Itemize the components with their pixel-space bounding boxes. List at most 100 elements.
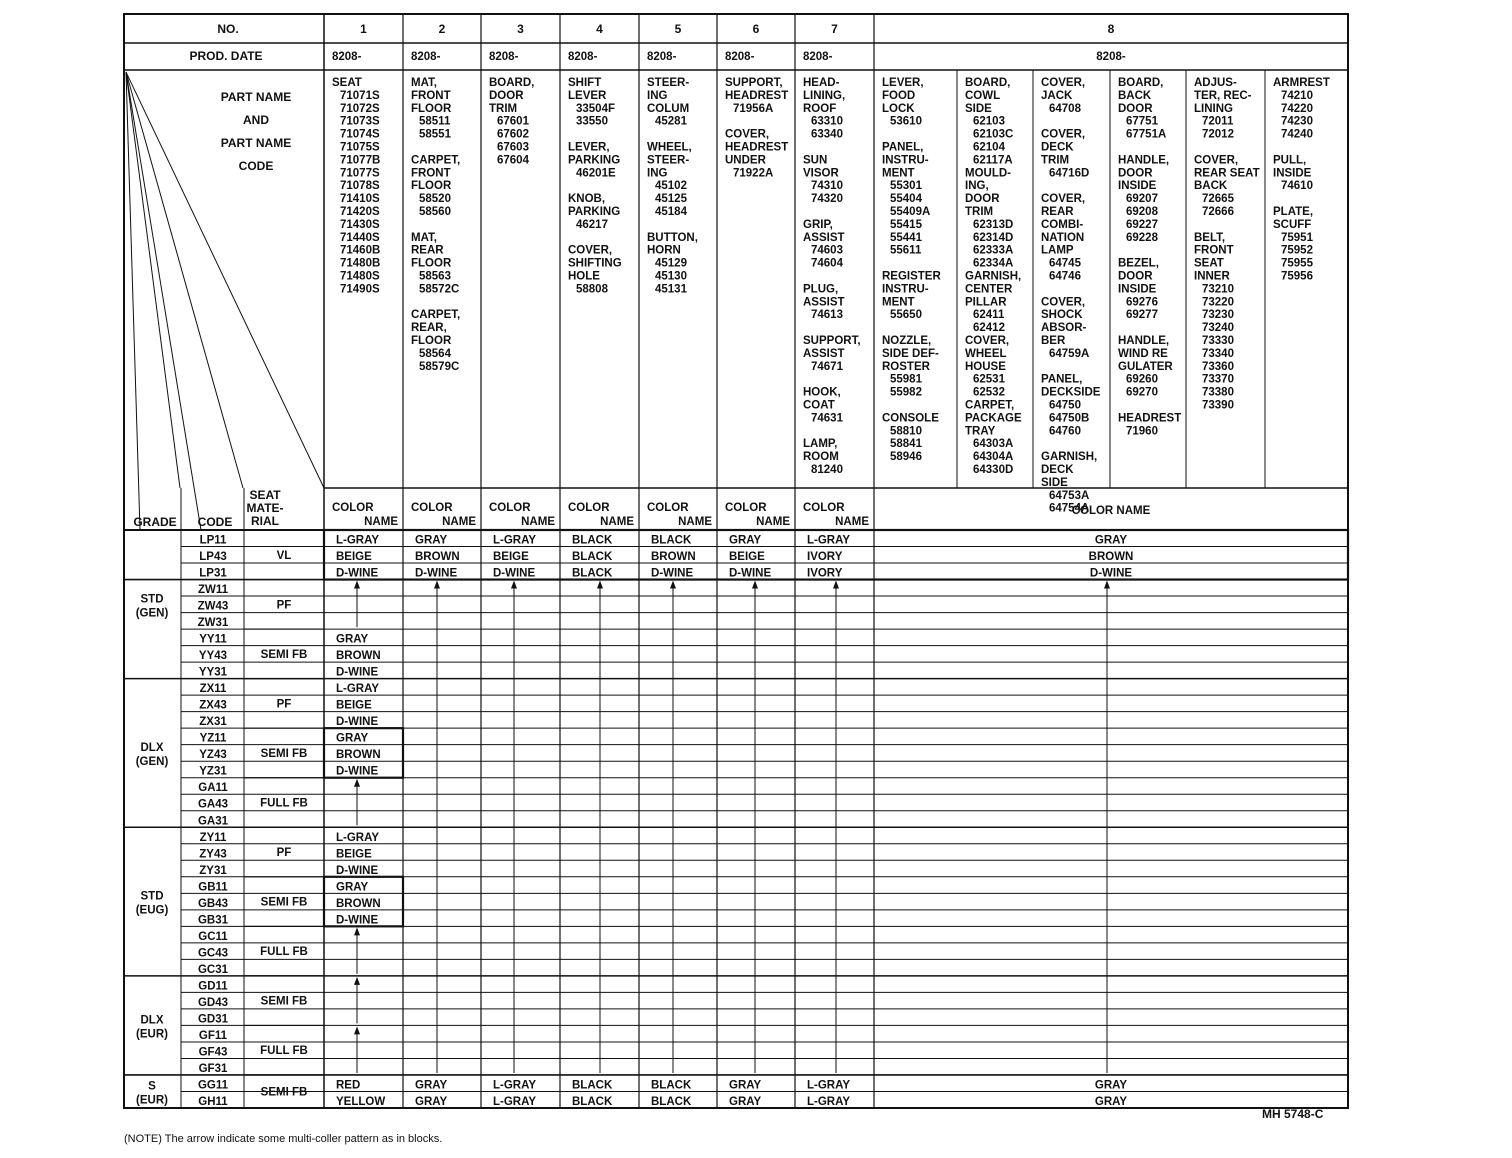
part-name: LAMP — [1041, 245, 1074, 257]
grade-market: (EUG) — [136, 905, 169, 917]
part-name: STEER- — [647, 77, 689, 89]
part-name: PARKING — [568, 206, 620, 218]
part-code: 58511 — [419, 116, 451, 128]
part-name: KNOB, — [568, 193, 605, 205]
grade-name: S — [148, 1080, 156, 1092]
part-name: DECKSIDE — [1041, 387, 1101, 399]
part-name-label: CODE — [239, 159, 274, 173]
trim-code: ZX43 — [199, 700, 227, 712]
part-code: 58564 — [419, 348, 452, 360]
color-cell: BROWN — [336, 650, 381, 662]
arrow-head — [597, 580, 603, 589]
part-code: 72012 — [1202, 129, 1234, 141]
part-name: REAR — [411, 245, 444, 257]
part-name: FLOOR — [411, 180, 452, 192]
part-name: FOOD — [882, 90, 915, 102]
column-number: 8 — [1108, 22, 1115, 36]
part-code: 74240 — [1281, 129, 1313, 141]
part-name: MENT — [882, 167, 915, 179]
part-code: 71960 — [1126, 425, 1158, 437]
grade-market: (EUR) — [136, 1094, 168, 1106]
part-name: FRONT — [411, 90, 451, 102]
part-name: WHEEL, — [647, 142, 692, 154]
grade-market: (EUR) — [136, 1028, 168, 1040]
part-code: 64750 — [1049, 400, 1081, 412]
part-name: PLATE, — [1273, 206, 1313, 218]
arrow-head — [833, 580, 839, 589]
arrow-head — [752, 580, 758, 589]
color-cell: BLACK — [651, 1079, 692, 1091]
part-name: PILLAR — [965, 296, 1007, 308]
color-cell: BROWN — [336, 898, 381, 910]
color-cell: RED — [336, 1079, 360, 1091]
header-diagonal — [125, 71, 141, 531]
part-code: 74631 — [811, 412, 844, 424]
part-code: 69207 — [1126, 193, 1158, 205]
part-name: CARPET, — [965, 400, 1014, 412]
grade-market: (GEN) — [136, 756, 169, 768]
seat-material: SEMI FB — [261, 996, 308, 1008]
part-name: DECK — [1041, 142, 1074, 154]
prod-date-label: PROD. DATE — [189, 49, 262, 63]
part-name-label: PART NAME — [221, 90, 291, 104]
color-cell: YELLOW — [336, 1096, 385, 1108]
grade-name: DLX — [141, 742, 164, 754]
trim-code: GF11 — [199, 1030, 228, 1042]
trim-code: YY11 — [199, 634, 227, 646]
part-code: 73380 — [1202, 387, 1234, 399]
part-name: SIDE — [965, 103, 992, 115]
part-name: HOUSE — [965, 361, 1006, 373]
part-code: 64303A — [973, 438, 1013, 450]
part-code: 55981 — [890, 374, 923, 386]
part-name: JACK — [1041, 90, 1073, 102]
color-cell: L-GRAY — [336, 535, 379, 547]
part-code: 55650 — [890, 309, 922, 321]
arrow-head — [1104, 580, 1110, 589]
part-code: 45130 — [655, 271, 687, 283]
trim-code: GD11 — [198, 980, 228, 992]
color-cell: GRAY — [1095, 1079, 1127, 1091]
color-cell: D-WINE — [415, 568, 457, 580]
part-name: FRONT — [1194, 245, 1234, 257]
trim-code: GG11 — [198, 1079, 229, 1091]
seat-material: SEMI FB — [261, 897, 308, 909]
color-cell: L-GRAY — [336, 832, 379, 844]
part-code: 73210 — [1202, 283, 1234, 295]
prod-date: 8208- — [803, 51, 833, 63]
part-name: HEAD- — [803, 77, 840, 89]
part-code: 46217 — [576, 219, 608, 231]
part-code: 63310 — [811, 116, 843, 128]
part-code: 62333A — [973, 245, 1013, 257]
color-cell: BROWN — [415, 551, 460, 563]
seat-material: SEMI FB — [261, 748, 308, 760]
color-cell: GRAY — [729, 1079, 761, 1091]
part-code: 71073S — [340, 116, 380, 128]
color-cell: GRAY — [336, 881, 368, 893]
part-code: 58520 — [419, 193, 451, 205]
color-cell: GRAY — [415, 535, 447, 547]
trim-code: GA31 — [198, 815, 229, 827]
part-code: 69227 — [1126, 219, 1158, 231]
part-code: 62314D — [973, 232, 1013, 244]
no-label: NO. — [217, 22, 238, 36]
color-cell: BLACK — [651, 1096, 692, 1108]
seat-material: PF — [277, 698, 292, 710]
arrow-head — [354, 927, 360, 936]
column-number: 3 — [517, 22, 524, 36]
seat-material-label: SEAT — [249, 488, 281, 502]
part-name: COVER, — [1041, 296, 1085, 308]
color-name-header: COLOR — [803, 502, 845, 514]
part-name: REAR — [1041, 206, 1074, 218]
arrow-head — [354, 1026, 360, 1035]
part-code: 74604 — [811, 258, 844, 270]
part-code: 72011 — [1202, 116, 1234, 128]
part-code: 75952 — [1281, 245, 1313, 257]
part-code: 63340 — [811, 129, 843, 141]
color-name-header: COLOR — [647, 502, 689, 514]
part-name: SHIFT — [568, 77, 601, 89]
part-code: 45129 — [655, 258, 687, 270]
part-code: 64708 — [1049, 103, 1082, 115]
part-code: 74220 — [1281, 103, 1313, 115]
part-code: 69276 — [1126, 296, 1158, 308]
part-code: 67603 — [497, 142, 529, 154]
